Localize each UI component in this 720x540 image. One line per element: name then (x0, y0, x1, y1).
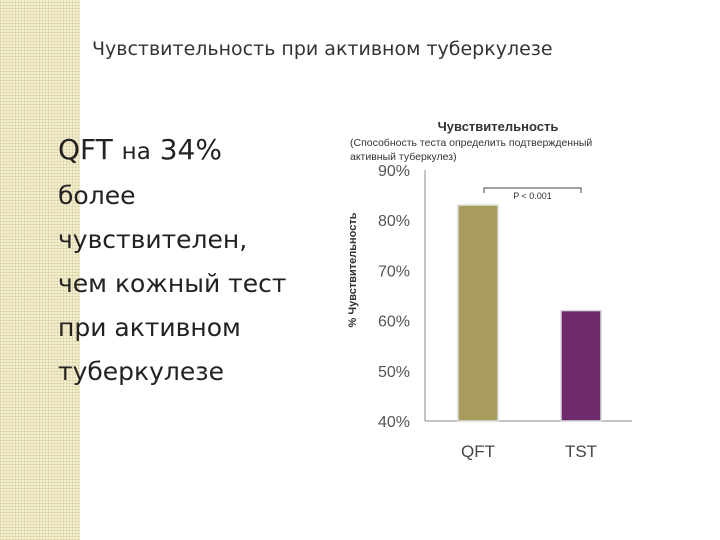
lead-value: 34% (159, 133, 222, 166)
y-tick-label: 80% (378, 213, 410, 230)
lead-strong: QFT (58, 133, 113, 166)
y-tick-labels: 90% 80% 70% 60% 50% 40% (378, 163, 410, 431)
body-line: туберкулезе (58, 357, 224, 386)
chart-title: Чувствительность (438, 119, 559, 134)
x-tick-labels: QFT TST (461, 442, 597, 461)
chart-subtitle-line: (Способность теста определить подтвержде… (350, 137, 592, 149)
y-tick-label: 60% (378, 314, 410, 331)
body-text: QFT на 34% более чувствителен, чем кожны… (58, 128, 338, 394)
body-line: при активном (58, 313, 241, 342)
body-line: чувствителен, (58, 225, 248, 254)
decorative-side-band (0, 0, 80, 540)
x-tick-label: TST (565, 442, 597, 461)
lead-small: на (121, 139, 151, 165)
y-tick-label: 40% (378, 414, 410, 431)
p-value-bracket-line (483, 187, 582, 193)
y-tick-label: 50% (378, 364, 410, 381)
p-value-bracket: P < 0.001 (483, 187, 582, 201)
bar-qft (457, 204, 499, 422)
lead-line: QFT на 34% (58, 128, 338, 174)
bar-tst (560, 309, 602, 422)
bars (457, 204, 602, 422)
body-lines: более чувствителен, чем кожный тест при … (58, 174, 338, 394)
p-value-label: P < 0.001 (513, 191, 552, 201)
body-line: чем кожный тест (58, 269, 287, 298)
y-axis-label: % Чувствительность (347, 212, 359, 327)
y-tick-label: 70% (378, 263, 410, 280)
body-line: более (58, 181, 136, 210)
slide-title: Чувствительность при активном туберкулез… (92, 38, 553, 60)
chart-subtitle-line: активный туберкулез) (350, 151, 457, 163)
y-tick-label: 90% (378, 163, 410, 180)
x-tick-label: QFT (461, 442, 495, 461)
